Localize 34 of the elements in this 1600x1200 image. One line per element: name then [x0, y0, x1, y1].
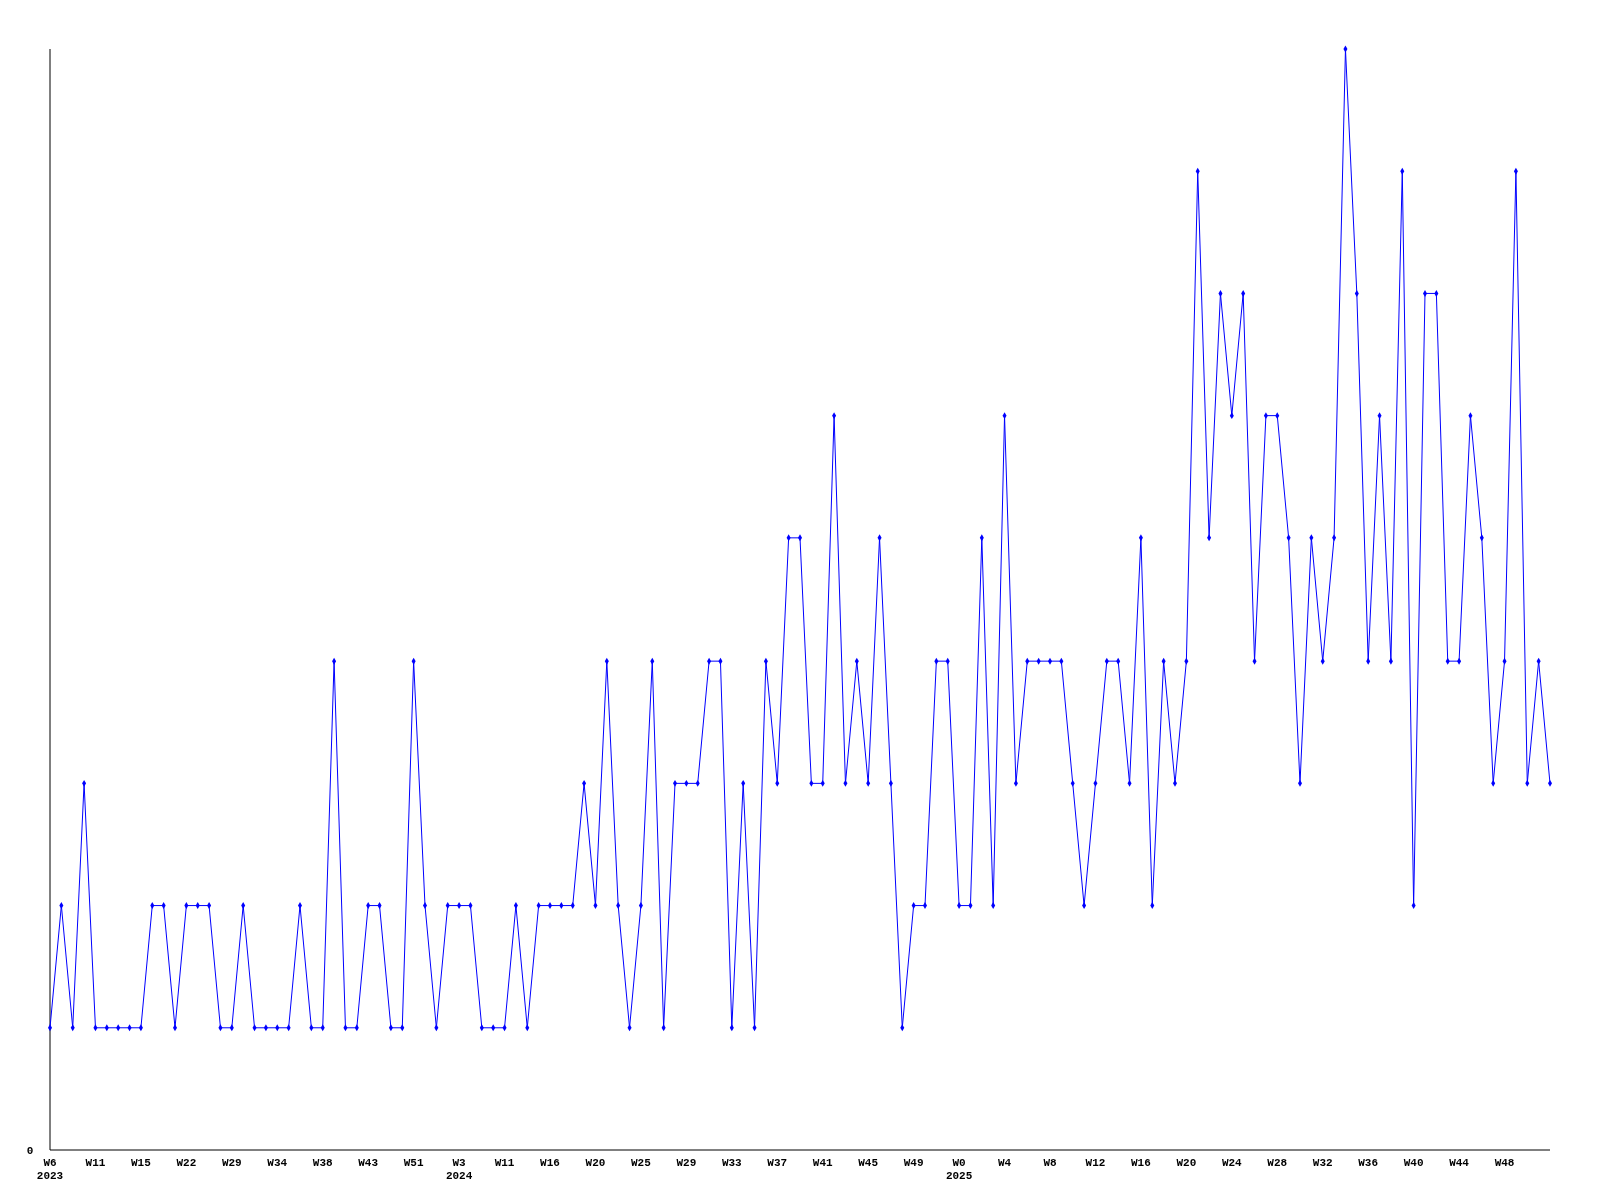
x-tick-label: W36 [1358, 1157, 1379, 1169]
x-tick-label: W12 [1085, 1157, 1106, 1169]
x-tick-label: W29 [676, 1157, 697, 1169]
x-tick-label: W11 [85, 1157, 106, 1169]
x-tick-label: W3 2024 [445, 1157, 473, 1182]
x-tick-label: W33 [721, 1157, 743, 1169]
x-tick-label: W45 [858, 1157, 879, 1169]
x-tick-label: W22 [176, 1157, 197, 1169]
x-tick-label: W24 [1221, 1157, 1243, 1169]
x-tick-label: W49 [903, 1157, 924, 1169]
x-tick-label: W20 [1176, 1157, 1197, 1169]
x-tick-label: W4 [997, 1157, 1012, 1169]
x-tick-label: W11 [494, 1157, 515, 1169]
text: 0 [26, 1145, 34, 1157]
x-tick-label: W37 [767, 1157, 788, 1169]
x-tick-label: W44 [1449, 1157, 1470, 1169]
x-tick-label: W41 [812, 1157, 834, 1169]
x-tick-label: W25 [631, 1157, 652, 1169]
x-tick-label: W8 [1043, 1157, 1057, 1169]
x-tick-label: W28 [1267, 1157, 1288, 1169]
x-tick-label: W29 [221, 1157, 242, 1169]
x-tick-label: W16 [1131, 1157, 1151, 1169]
x-tick-label: W32 [1312, 1157, 1333, 1169]
x-tick-label: W38 [312, 1157, 334, 1169]
x-tick-label: W34 [267, 1157, 288, 1169]
x-tick-label: W15 [131, 1157, 152, 1169]
x-tick-label: W51 [403, 1157, 424, 1169]
x-tick-label: W48 [1494, 1157, 1515, 1169]
x-tick-label: W16 [540, 1157, 560, 1169]
x-tick-label: W40 [1403, 1157, 1424, 1169]
x-tick-label: W43 [358, 1157, 379, 1169]
x-tick-label: W0 2025 [945, 1157, 973, 1182]
x-tick-label: W6 2023 [36, 1157, 64, 1182]
x-tick-label: W20 [585, 1157, 606, 1169]
